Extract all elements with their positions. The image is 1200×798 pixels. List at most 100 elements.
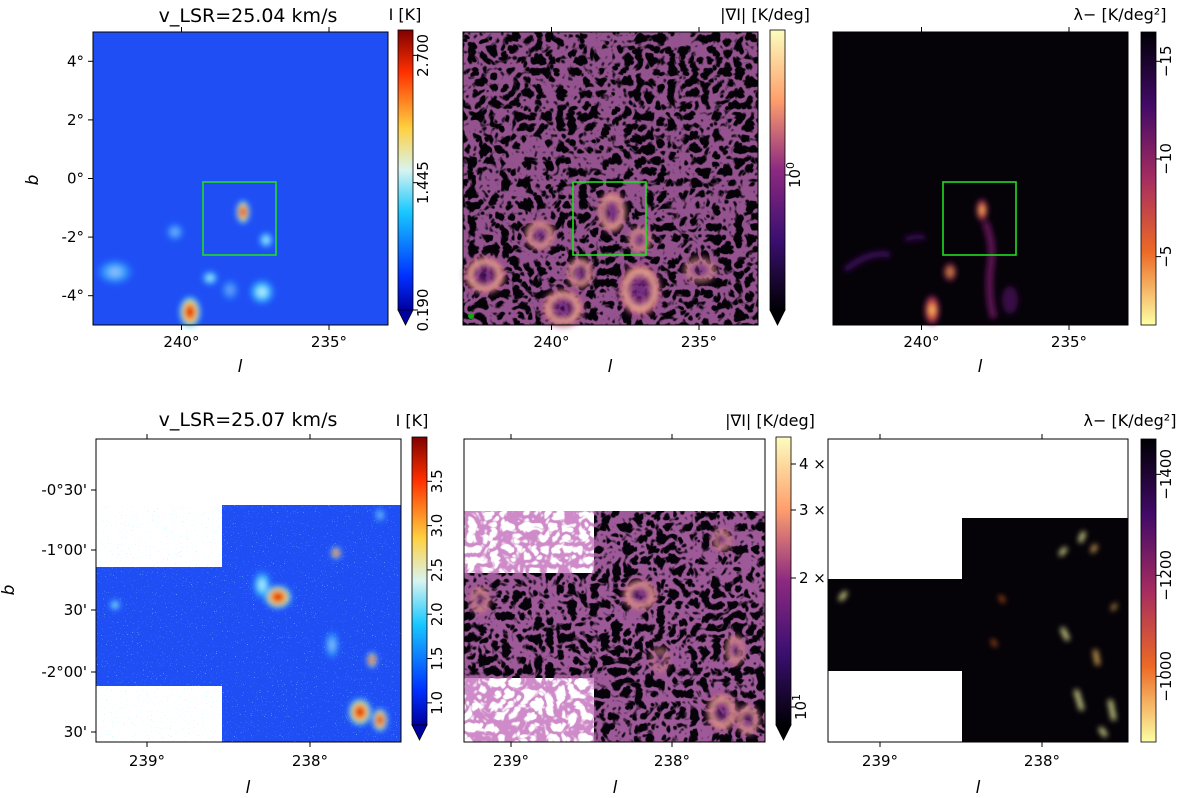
image-background [93, 32, 388, 325]
plot-frame [95, 438, 402, 743]
x-tick-label: 239° [129, 752, 165, 770]
x-tick-label: 235° [681, 333, 717, 351]
colorbar-extend-arrow [397, 309, 414, 326]
y-tick-label: 0° [67, 170, 84, 188]
colorbar-tick-label: 100 [784, 162, 804, 188]
plot-frame [827, 438, 1129, 743]
colorbar [411, 436, 428, 726]
colorbar-tick-label: 3 × [799, 501, 826, 519]
colorbar-extend-arrow [769, 309, 786, 326]
x-tick-label: 235° [311, 333, 347, 351]
y-tick-label: 2° [67, 111, 84, 129]
colorbar-tick-label: 3.5 [428, 469, 446, 493]
colorbar-tick-label: 2.700 [414, 34, 432, 77]
colorbar-label: |∇I| [K/deg] [725, 411, 815, 430]
ridge-features [838, 531, 1118, 738]
x-axis-label: l [978, 357, 983, 377]
y-tick-label: -4° [62, 287, 84, 305]
x-tick-label: 238° [654, 752, 690, 770]
colorbar-tick-label: 0.190 [414, 289, 432, 332]
colorbar-tick-label: 4 × [799, 455, 826, 473]
x-tick-label: 235° [1051, 333, 1087, 351]
y-ticks: -0°30' -1°00' 30' -2°00' 30' [41, 481, 96, 741]
y-tick-label: -2° [62, 228, 84, 246]
colorbar-extend-arrow [411, 724, 428, 741]
colorbar-label: λ− [K/deg²] [1084, 411, 1177, 430]
coverage-speckle [96, 505, 401, 742]
x-tick-label: 238° [292, 752, 328, 770]
colorbar [769, 29, 786, 311]
gradient-rings [463, 190, 718, 328]
colorbar-label: I [K] [396, 411, 429, 430]
colorbar-label: λ− [K/deg²] [1074, 5, 1167, 24]
x-tick-label: 240° [533, 333, 569, 351]
x-tick-label: 239° [493, 752, 529, 770]
x-axis-label: l [608, 357, 613, 377]
filament-texture [463, 32, 758, 325]
colorbar-ticks: −5 −10 −15 [1156, 45, 1175, 268]
x-axis-label: l [238, 357, 243, 377]
y-tick-label: -0°30' [41, 481, 87, 499]
emission-blobs [95, 200, 276, 328]
colorbar-tick-label: −15 [1157, 45, 1175, 77]
x-ticks: 239° 238° [493, 434, 690, 770]
y-tick-label: 30' [64, 723, 87, 741]
x-axis-label: l [976, 778, 981, 798]
zoom-box [202, 181, 277, 256]
beam-marker [468, 313, 474, 319]
colorbar-tick-label: 101 [790, 694, 810, 720]
panel-title-top: v_LSR=25.04 km/s [159, 5, 338, 27]
colorbar-tick-label: −5 [1157, 246, 1175, 268]
plot-frame [463, 438, 766, 743]
x-tick-label: 238° [1024, 752, 1060, 770]
y-ticks: 4° 2° 0° -2° -4° [62, 52, 93, 305]
colorbar-tick-label: 2.5 [428, 558, 446, 582]
panel-lambda-bottom: 239° 238° l −1000 −1200 −1400 λ− [K/deg²] [827, 411, 1177, 798]
colorbar-tick-label: 1.5 [428, 647, 446, 671]
zoom-box [572, 181, 647, 256]
colorbar-label: I [K] [389, 5, 422, 24]
colorbar [1140, 31, 1157, 326]
y-tick-label: 4° [67, 52, 84, 70]
panel-intensity-top: v_LSR=25.04 km/s 240° 235° 4° 2° 0° -2° -4° l… [23, 5, 432, 377]
x-tick-label: 239° [862, 752, 898, 770]
y-axis-label: b [0, 585, 19, 596]
colorbar-tick-label: 2 × [799, 569, 826, 587]
colorbar [775, 436, 792, 726]
image-background [833, 32, 1128, 325]
y-tick-label: -2°00' [41, 663, 87, 681]
colorbar-tick-label: −1400 [1157, 449, 1175, 500]
x-ticks: 239° 238° [129, 434, 328, 770]
panel-lambda-top: 240° 235° l −5 −10 −15 λ− [K/deg²] [832, 5, 1175, 377]
colorbar-extend-arrow [775, 724, 792, 741]
x-axis-label: l [613, 778, 618, 798]
ridge-features [843, 198, 1018, 326]
zoom-box [942, 181, 1017, 256]
colorbar-ticks: 0.190 1.445 2.700 [413, 34, 432, 332]
x-tick-label: 240° [163, 333, 199, 351]
y-tick-label: -1°00' [41, 541, 87, 559]
gradient-rings [470, 528, 760, 736]
x-ticks: 240° 235° [533, 27, 717, 351]
colorbar [1140, 438, 1157, 743]
plot-frame [462, 31, 759, 326]
panel-gradient-top: 240° 235° l 100 |∇I| [K/deg] [462, 5, 810, 377]
colorbar [397, 29, 414, 311]
colorbar-tick-label: 1.445 [414, 161, 432, 204]
filament-texture [464, 511, 765, 742]
colorbar-tick-label: −10 [1157, 143, 1175, 175]
panel-gradient-bottom: 239° 238° l 4 × 3 × 2 × 101 |∇I| [K/deg] [463, 411, 826, 798]
x-ticks: 240° 235° [163, 27, 347, 351]
colorbar-ticks: 100 [784, 162, 804, 188]
coverage-region [828, 518, 1128, 742]
y-tick-label: 30' [64, 601, 87, 619]
colorbar-ticks: −1000 −1200 −1400 [1156, 449, 1175, 702]
colorbar-ticks: 1.0 1.5 2.0 2.5 3.0 3.5 [427, 469, 446, 715]
x-tick-label: 240° [903, 333, 939, 351]
x-axis-label: l [246, 778, 251, 798]
panel-intensity-bottom: v_LSR=25.07 km/s 239° 238° -0°30' -1°00' 30… [0, 409, 446, 798]
panel-title-bottom: v_LSR=25.07 km/s [159, 409, 338, 431]
x-ticks: 240° 235° [903, 27, 1087, 351]
x-ticks: 239° 238° [862, 434, 1060, 770]
